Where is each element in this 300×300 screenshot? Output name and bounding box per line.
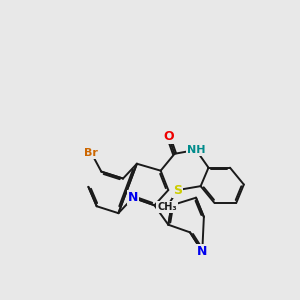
Text: NH: NH bbox=[187, 145, 205, 155]
Text: O: O bbox=[163, 130, 174, 142]
Text: CH₃: CH₃ bbox=[157, 202, 177, 212]
Text: Br: Br bbox=[84, 148, 98, 158]
Text: N: N bbox=[197, 245, 207, 258]
Text: N: N bbox=[128, 191, 138, 204]
Text: S: S bbox=[173, 184, 182, 196]
